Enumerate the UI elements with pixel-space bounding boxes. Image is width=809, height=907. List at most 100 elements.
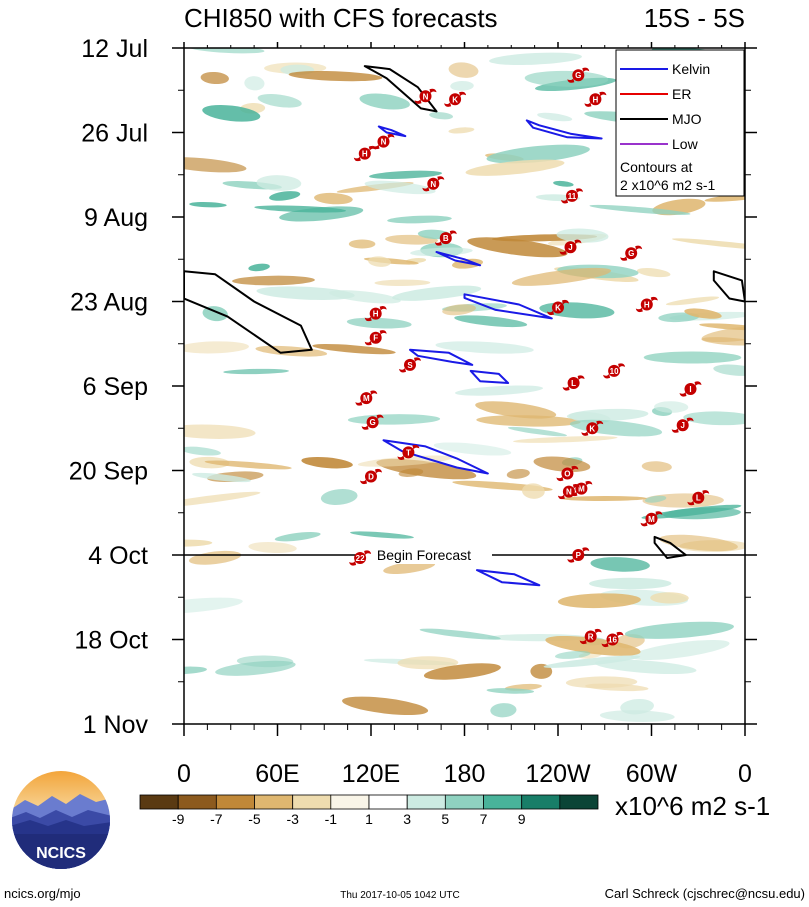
storm-label: M xyxy=(363,394,370,403)
positive-anomaly-patch xyxy=(364,180,436,195)
colorbar-label: -5 xyxy=(248,811,261,827)
colorbar: -9 -7 -5 -3 -1 1 3 5 7 9 xyxy=(139,794,599,827)
storm-tail xyxy=(687,490,710,506)
storm-tail xyxy=(422,176,445,192)
colorbar-swatch xyxy=(368,794,408,810)
y-tick-label: 6 Sep xyxy=(83,373,148,401)
storm-disc xyxy=(561,467,574,480)
positive-anomaly-patch xyxy=(641,504,742,519)
positive-anomaly-patch xyxy=(369,170,443,179)
positive-anomaly-patch xyxy=(589,204,691,215)
x-axis: 0 60E 120E 180 120W 60W 0 xyxy=(177,42,752,788)
storm-label: K xyxy=(555,304,561,313)
negative-anomaly-patch xyxy=(184,491,261,508)
storm-label: G xyxy=(575,71,581,80)
negative-anomaly-patch xyxy=(397,656,459,670)
footer-left: ncics.org/mjo xyxy=(4,886,81,901)
colorbar-label: -7 xyxy=(210,811,223,827)
kelvin-contour xyxy=(469,369,510,384)
storm-tail xyxy=(584,91,607,107)
storm-disc xyxy=(449,93,462,106)
storm-label: H xyxy=(373,310,379,319)
positive-anomaly-patch xyxy=(248,263,270,272)
negative-anomaly-patch xyxy=(672,238,745,251)
kelvin-contour xyxy=(463,293,553,320)
mjo-contour xyxy=(363,65,438,113)
colorbar-swatch xyxy=(559,794,599,810)
mjo-contour xyxy=(712,270,745,303)
storm-disc xyxy=(354,552,367,564)
positive-anomaly-patch xyxy=(188,48,265,54)
er-storm-marker: N xyxy=(557,484,580,500)
storm-tail xyxy=(559,239,582,255)
kelvin-contour xyxy=(377,125,407,138)
storm-disc xyxy=(360,392,373,405)
logo-landscape xyxy=(12,794,110,869)
er-storm-marker: S xyxy=(399,357,421,373)
legend-note-line2: 2 x10^6 m2 s-1 xyxy=(620,177,715,193)
positive-anomaly-patch xyxy=(392,285,482,301)
positive-anomaly-patch xyxy=(256,286,355,301)
negative-anomaly-patch xyxy=(184,341,249,354)
storm-label: S xyxy=(407,361,413,370)
storm-label: F xyxy=(373,334,378,343)
forecast-label-background xyxy=(356,546,492,564)
storm-tail xyxy=(561,188,583,204)
legend-note-line1: Contours at xyxy=(620,159,692,175)
er-storm-marker: K xyxy=(547,299,569,316)
storm-disc xyxy=(640,298,653,311)
negative-anomaly-patch xyxy=(448,62,479,78)
positive-anomaly-patch xyxy=(553,180,574,187)
storm-tail xyxy=(355,390,378,406)
mjo-contour xyxy=(184,270,313,354)
x-tick-label: 0 xyxy=(177,760,191,788)
positive-anomaly-patch xyxy=(630,639,730,661)
negative-anomaly-patch xyxy=(312,343,396,355)
storm-tail xyxy=(557,484,580,500)
y-tick-label: 1 Nov xyxy=(83,711,149,739)
negative-anomaly-patch xyxy=(301,456,353,469)
colorbar-swatch xyxy=(444,794,484,810)
kelvin-contour xyxy=(409,348,474,366)
colorbar-swatch xyxy=(406,794,446,810)
negative-anomaly-patch xyxy=(200,71,229,85)
storm-tail xyxy=(620,245,643,261)
er-storm-marker: K xyxy=(444,91,467,107)
negative-anomaly-patch xyxy=(650,592,689,604)
legend-low-label: Low xyxy=(672,136,699,152)
positive-anomaly-patch xyxy=(184,446,221,456)
positive-anomaly-patch xyxy=(257,94,302,108)
storm-tail xyxy=(640,511,663,527)
storm-tail xyxy=(364,306,387,322)
er-storm-marker: F xyxy=(364,330,387,346)
positive-anomaly-patch xyxy=(454,315,528,328)
storm-tail xyxy=(567,547,590,563)
storm-disc xyxy=(589,93,602,106)
er-storm-marker: G xyxy=(620,245,643,261)
positive-anomaly-patch xyxy=(683,411,745,426)
storm-disc xyxy=(606,633,619,646)
positive-anomaly-patch xyxy=(189,202,227,208)
colorbar-swatch xyxy=(521,794,561,810)
storm-label: H xyxy=(593,95,599,104)
footer-right: Carl Schreck (cjschrec@ncsu.edu) xyxy=(605,886,805,901)
storm-tail xyxy=(399,357,421,373)
y-tick-label: 12 Jul xyxy=(81,35,148,63)
colorbar-label: -9 xyxy=(172,811,185,827)
positive-anomaly-patch xyxy=(599,710,675,722)
kelvin-contours xyxy=(377,119,603,587)
storm-tail xyxy=(349,550,372,566)
positive-anomaly-patch xyxy=(594,659,697,675)
positive-anomaly-patch xyxy=(349,531,414,539)
storm-disc xyxy=(358,147,371,160)
positive-anomaly-patch xyxy=(450,80,474,91)
positive-anomaly-patch xyxy=(537,112,573,122)
positive-anomaly-patch xyxy=(435,341,534,354)
storm-tail xyxy=(562,375,585,391)
storm-disc xyxy=(377,135,390,148)
negative-anomaly-patch xyxy=(659,534,738,552)
storm-tail xyxy=(579,628,602,645)
storm-tail xyxy=(444,91,467,107)
positive-anomaly-patch xyxy=(429,112,454,120)
storm-label: B xyxy=(443,234,449,243)
